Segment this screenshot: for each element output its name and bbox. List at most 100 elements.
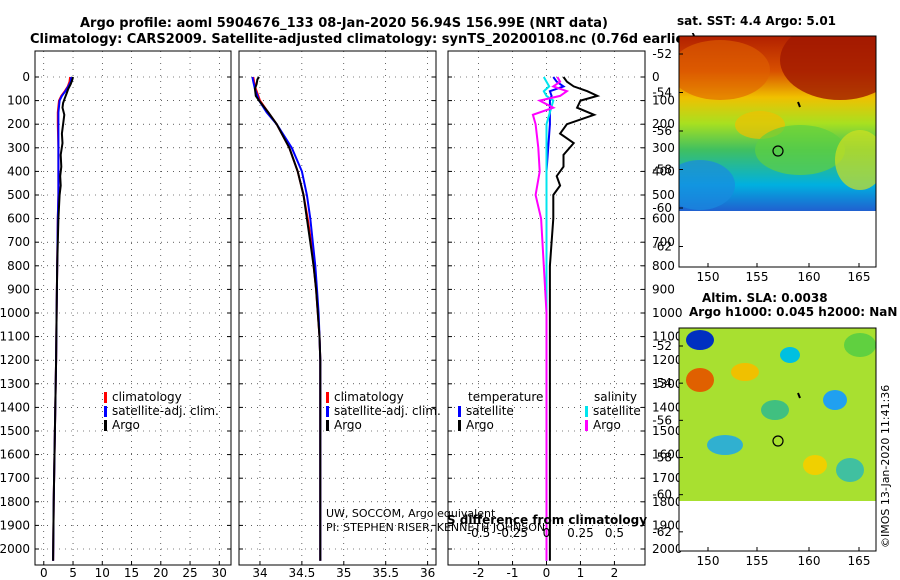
y-tick-label: 500 — [7, 188, 30, 202]
sst-mid-patch — [835, 130, 876, 190]
legend-swatch — [458, 420, 461, 431]
x-tick-label: 35 — [336, 566, 351, 580]
map-y-tick-label: -60 — [652, 488, 672, 502]
argo-location-marker — [772, 145, 784, 157]
series-line-argo — [253, 76, 322, 561]
series-line-climatology — [252, 76, 322, 561]
y-tick-label: 1600 — [652, 448, 683, 462]
y-tick-label: 500 — [652, 188, 675, 202]
sla-map: Altim. SLA: 0.0038 Argo h1000: 0.045 h20… — [652, 291, 897, 568]
y-tick-label: 700 — [652, 235, 675, 249]
y-tick-label: 1000 — [652, 306, 683, 320]
y-tick-label: 1400 — [0, 400, 30, 414]
y-tick-label: 1400 — [652, 400, 683, 414]
y-tick-label: 1200 — [652, 353, 683, 367]
sla-mid-patch — [844, 333, 876, 357]
y-tick-label: 1300 — [0, 377, 30, 391]
legend-title-salinity: salinity — [594, 390, 637, 404]
x-tick-label: 15 — [124, 566, 139, 580]
y-tick-label: 2000 — [0, 542, 30, 556]
sla-nodata — [679, 501, 876, 551]
sst-frame — [678, 35, 877, 268]
y-tick-label: 300 — [652, 141, 675, 155]
y-tick-label: 1700 — [0, 471, 30, 485]
legend-label: Argo — [593, 418, 621, 432]
y-tick-label: 1200 — [0, 353, 30, 367]
x-tick-label: 25 — [182, 566, 197, 580]
x-tick-label: -1 — [507, 566, 519, 580]
y-tick-label: 300 — [7, 141, 30, 155]
s-diff-axis-label: S difference from climatology — [447, 513, 647, 527]
sla-low-patch — [823, 390, 847, 410]
sla-map-title1: Altim. SLA: 0.0038 — [702, 291, 828, 305]
map-y-tick-label: -56 — [652, 124, 672, 138]
y-tick-label: 900 — [652, 282, 675, 296]
x-tick-label: 36 — [420, 566, 435, 580]
sla-axis: 150 155 160 165 -52 -54 -56 -58 -60 -62 — [652, 339, 870, 568]
sla-map-title2: Argo h1000: 0.045 h2000: NaN — [689, 305, 897, 319]
series-line-satellite-adj-clim- — [251, 76, 322, 561]
s-diff-tick-label: -0.25 — [497, 526, 528, 540]
y-tick-label: 100 — [7, 94, 30, 108]
y-tick-label: 1900 — [652, 518, 683, 532]
plot-frame — [238, 50, 437, 566]
sla-low-patch — [780, 347, 800, 363]
sla-high-patch — [686, 368, 714, 392]
x-tick-label: 34.5 — [289, 566, 316, 580]
map-x-tick-label: 160 — [798, 270, 821, 284]
argo-track-marker — [797, 101, 801, 108]
y-tick-label: 1500 — [0, 424, 30, 438]
map-y-tick-label: -54 — [652, 86, 672, 100]
legend-swatch — [458, 406, 461, 417]
y-tick-label: 1900 — [0, 518, 30, 532]
x-tick-label: 20 — [153, 566, 168, 580]
map-x-tick-label: 155 — [746, 270, 769, 284]
legend-label: Argo — [112, 418, 140, 432]
legend-title-temperature: temperature — [468, 390, 543, 404]
y-tick-label: 100 — [652, 94, 675, 108]
y-tick-label: 0 — [22, 70, 30, 84]
sla-mid-patch — [761, 400, 789, 420]
map-y-tick-label: -58 — [652, 451, 672, 465]
map-y-tick-label: -52 — [652, 47, 672, 61]
legend-swatch — [326, 420, 329, 431]
x-tick-label: 0 — [40, 566, 48, 580]
sla-frame — [678, 327, 877, 552]
y-tick-label: 600 — [652, 212, 675, 226]
sst-warm-patch — [679, 40, 770, 100]
argo-track-marker — [797, 392, 801, 399]
plot-frame — [34, 50, 232, 566]
legend-swatch — [104, 406, 107, 417]
sst-map: sat. SST: 4.4 Argo: 5.01 150 155 160 165 -52… — [652, 14, 877, 284]
header-line2: Climatology: CARS2009. Satellite-adjuste… — [30, 32, 697, 47]
legend-swatch — [585, 420, 588, 431]
series-line-s-argo — [531, 76, 570, 561]
legend-label: satellite-adj. clim. — [112, 404, 219, 418]
map-y-tick-label: -54 — [652, 376, 672, 390]
sst-map-title: sat. SST: 4.4 Argo: 5.01 — [677, 14, 836, 28]
salinity-chart: 3434.53535.536salinityclimatologysatelli… — [238, 50, 545, 580]
x-tick-label: -2 — [473, 566, 485, 580]
annotation-pi: PI: STEPHEN RISER, KENNETH JOHNSON — [326, 521, 545, 534]
legend-label: climatology — [334, 390, 404, 404]
x-tick-label: 34 — [252, 566, 267, 580]
map-x-tick-label: 160 — [798, 554, 821, 568]
legend-swatch — [326, 406, 329, 417]
map-y-tick-label: -62 — [652, 525, 672, 539]
y-tick-label: 1800 — [652, 495, 683, 509]
legend-swatch — [326, 392, 329, 403]
difference-chart: 0100200300400500600700800900100011001200… — [447, 50, 683, 580]
y-tick-label: 0 — [652, 70, 660, 84]
legend-swatch — [104, 420, 107, 431]
s-diff-tick-label: -0.5 — [467, 526, 490, 540]
y-tick-label: 1100 — [652, 330, 683, 344]
legend-swatch — [585, 406, 588, 417]
header-line1: Argo profile: aoml 5904676_133 08-Jan-20… — [80, 16, 608, 31]
y-tick-label: 600 — [7, 212, 30, 226]
x-tick-label: 10 — [95, 566, 110, 580]
s-diff-tick-label: 0.5 — [605, 526, 624, 540]
x-tick-label: 35.5 — [372, 566, 399, 580]
y-tick-label: 1600 — [0, 448, 30, 462]
map-y-tick-label: -62 — [652, 240, 672, 254]
